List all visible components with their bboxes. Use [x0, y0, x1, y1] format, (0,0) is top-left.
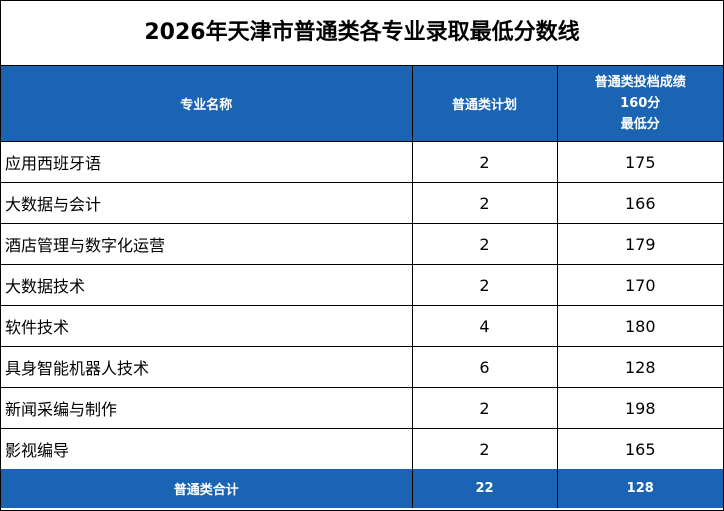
header-major: 专业名称 — [1, 66, 413, 142]
row-score: 180 — [556, 305, 723, 347]
table-row: 应用西班牙语 2 175 — [1, 141, 723, 183]
header-plan: 普通类计划 — [411, 66, 558, 142]
row-major: 新闻采编与制作 — [1, 387, 413, 429]
total-score: 128 — [556, 469, 723, 508]
total-row: 普通类合计 22 128 — [1, 469, 723, 508]
row-major: 大数据技术 — [1, 264, 413, 306]
row-plan: 2 — [411, 223, 558, 265]
header-score-line1: 普通类投档成绩 — [594, 75, 686, 90]
row-score: 175 — [556, 141, 723, 183]
header-score: 普通类投档成绩 160分 最低分 — [556, 66, 723, 142]
header-score-line3: 最低分 — [620, 117, 660, 132]
table-row: 酒店管理与数字化运营 2 179 — [1, 223, 723, 265]
row-major: 具身智能机器人技术 — [1, 346, 413, 388]
page-title: 2026年天津市普通类各专业录取最低分数线 — [1, 1, 723, 66]
header-row: 专业名称 普通类计划 普通类投档成绩 160分 最低分 — [1, 66, 723, 142]
row-plan: 2 — [411, 264, 558, 306]
row-major: 影视编导 — [1, 428, 413, 469]
table-row: 大数据与会计 2 166 — [1, 182, 723, 224]
row-plan: 2 — [411, 141, 558, 183]
row-major: 软件技术 — [1, 305, 413, 347]
row-plan: 6 — [411, 346, 558, 388]
row-major: 应用西班牙语 — [1, 141, 413, 183]
header-score-line2: 160分 — [620, 96, 661, 111]
total-plan: 22 — [411, 469, 558, 508]
score-table: 专业名称 普通类计划 普通类投档成绩 160分 最低分 应用西班牙语 2 175… — [1, 66, 723, 508]
row-plan: 2 — [411, 182, 558, 224]
row-score: 166 — [556, 182, 723, 224]
row-score: 165 — [556, 428, 723, 469]
table-row: 具身智能机器人技术 6 128 — [1, 346, 723, 388]
row-score: 170 — [556, 264, 723, 306]
row-plan: 4 — [411, 305, 558, 347]
row-score: 198 — [556, 387, 723, 429]
row-major: 酒店管理与数字化运营 — [1, 223, 413, 265]
table-row: 影视编导 2 165 — [1, 428, 723, 469]
table-row: 软件技术 4 180 — [1, 305, 723, 347]
row-plan: 2 — [411, 387, 558, 429]
table-row: 大数据技术 2 170 — [1, 264, 723, 306]
row-plan: 2 — [411, 428, 558, 469]
total-label: 普通类合计 — [1, 469, 413, 508]
row-score: 179 — [556, 223, 723, 265]
table-row: 新闻采编与制作 2 198 — [1, 387, 723, 429]
row-score: 128 — [556, 346, 723, 388]
row-major: 大数据与会计 — [1, 182, 413, 224]
